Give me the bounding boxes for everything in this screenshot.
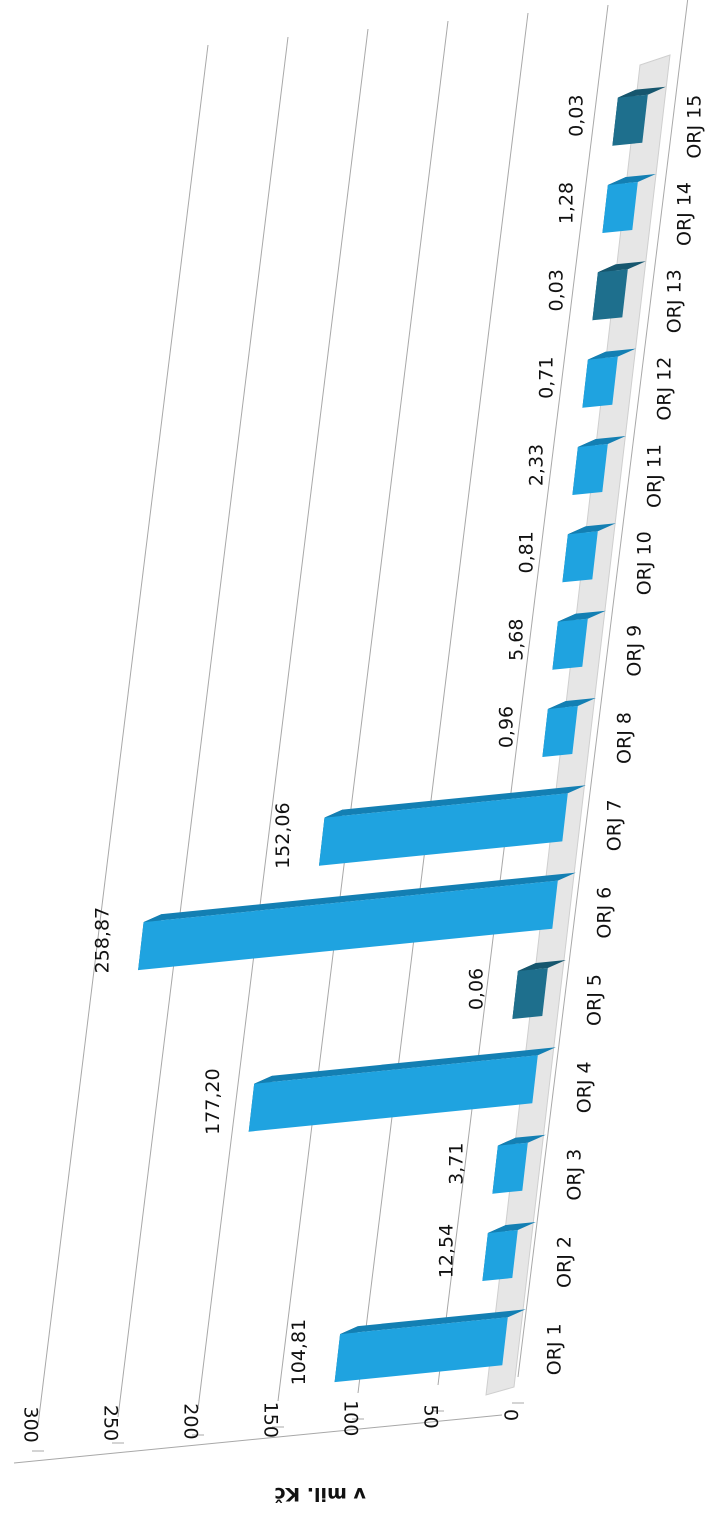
y-axis-line [13, 1414, 503, 1464]
bar-orj-12 [582, 348, 636, 408]
bar-front-face [582, 356, 618, 408]
data-label: 0,81 [516, 531, 538, 573]
x-tick-label: ORJ 4 [574, 1061, 596, 1113]
bar-side-face [617, 86, 666, 98]
bar-side-face [254, 1047, 556, 1084]
data-label: 0,03 [566, 95, 588, 137]
bar-orj-6 [138, 872, 576, 971]
y-tick-label: 200 [180, 1403, 202, 1439]
bar-front-face [552, 618, 588, 670]
bar-front-face [572, 444, 608, 495]
bar-side-face [587, 348, 636, 360]
bar-front-face [492, 1142, 528, 1194]
bar-orj-3 [492, 1134, 546, 1194]
x-tick-label: ORJ 1 [544, 1323, 566, 1375]
bar-orj-10 [562, 523, 616, 583]
data-label: 0,03 [546, 269, 568, 311]
bar-orj-1 [334, 1309, 526, 1383]
bar-front-face [248, 1055, 538, 1132]
bar-front-face [562, 531, 598, 583]
bar-orj-11 [572, 436, 626, 495]
bar-orj-4 [248, 1047, 556, 1132]
bar-orj-7 [319, 785, 586, 866]
y-tick-label: 250 [100, 1405, 122, 1441]
bar-side-face [567, 523, 616, 535]
x-tick-label: ORJ 3 [564, 1149, 586, 1201]
data-label: 2,33 [526, 444, 548, 486]
bar-side-face [517, 960, 566, 971]
data-label: 5,68 [506, 619, 528, 661]
x-tick-label: ORJ 12 [654, 357, 676, 421]
data-label: 104,81 [288, 1319, 310, 1385]
bar-side-face [143, 872, 576, 923]
x-tick-label: ORJ 6 [594, 887, 616, 939]
bar-front-face [334, 1317, 508, 1383]
gridline [437, 4, 609, 1386]
labels: 0 50 100 150 200 250 300 104,81 ORJ 1 12,54 ORJ 2 3… [20, 95, 706, 1443]
gridline [517, 0, 689, 1378]
x-tick-label: ORJ 8 [614, 712, 636, 764]
gridline [117, 36, 289, 1418]
data-label: 0,06 [466, 968, 488, 1010]
bar-orj-2 [482, 1222, 536, 1281]
bar-front-face [512, 968, 548, 1019]
bar-orj-15 [612, 86, 666, 146]
bar-front-face [319, 793, 568, 866]
data-label: 3,71 [446, 1143, 468, 1185]
bar-orj-13 [592, 261, 646, 321]
x-tick-label: ORJ 10 [634, 531, 656, 595]
gridlines [13, 0, 689, 1464]
x-tick-label: ORJ 11 [644, 444, 666, 508]
gridline [277, 20, 449, 1402]
gridline [357, 12, 529, 1394]
x-tick-label: ORJ 2 [554, 1236, 576, 1288]
bar-orj-8 [542, 698, 596, 757]
bar-side-face [547, 698, 596, 709]
data-label: 0,71 [536, 357, 558, 399]
bar-side-face [597, 261, 646, 273]
x-tick-label: ORJ 5 [584, 974, 606, 1026]
data-label: 152,06 [272, 802, 294, 868]
bar-orj-14 [602, 174, 656, 233]
bar-front-face [482, 1230, 518, 1281]
bar-side-face [557, 610, 606, 622]
bar-front-face [592, 269, 628, 321]
bar-side-face [577, 436, 626, 447]
x-tick-label: ORJ 14 [674, 182, 696, 246]
y-axis-title: v mil. Kč [274, 1483, 366, 1505]
gridline [197, 28, 369, 1410]
x-tick-label: ORJ 9 [624, 625, 646, 677]
y-tick-label: 50 [420, 1405, 442, 1429]
bar-orj-9 [552, 610, 606, 670]
x-tick-label: ORJ 15 [684, 95, 706, 159]
gridline [37, 44, 209, 1426]
y-tick-label: 0 [500, 1409, 522, 1421]
data-label: 177,20 [202, 1068, 224, 1134]
y-tick-label: 100 [340, 1400, 362, 1436]
y-tick-label: 300 [20, 1406, 42, 1442]
x-tick-label: ORJ 7 [604, 799, 626, 851]
y-tick-label: 150 [260, 1402, 282, 1438]
bar-side-face [324, 785, 586, 818]
bar-front-face [138, 880, 558, 971]
bar-front-face [602, 182, 638, 233]
data-label: 258,87 [91, 907, 113, 973]
data-label: 1,28 [556, 182, 578, 224]
bars [138, 86, 666, 1383]
data-label: 12,54 [436, 1224, 458, 1278]
bar-front-face [612, 94, 648, 146]
x-tick-label: ORJ 13 [664, 269, 686, 333]
bar-side-face [487, 1222, 536, 1233]
data-label: 0,96 [496, 706, 518, 748]
bar-front-face [542, 706, 578, 757]
bar-side-face [340, 1309, 526, 1335]
bar-orj-5 [512, 960, 566, 1019]
bar-side-face [497, 1134, 546, 1146]
bar-side-face [607, 174, 656, 185]
